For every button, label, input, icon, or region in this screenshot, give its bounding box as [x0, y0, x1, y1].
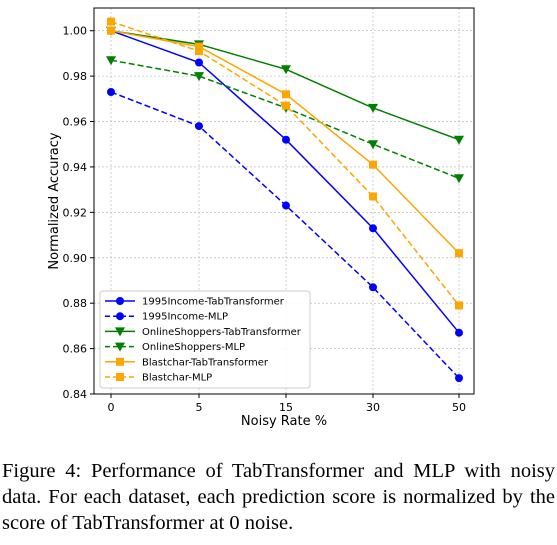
- data-point: [282, 101, 290, 110]
- series-line-2: [110, 29, 460, 141]
- legend-label: 1995Income-MLP: [142, 312, 228, 323]
- legend-label: Blastchar-TabTransformer: [142, 357, 269, 368]
- legend-label: Blastchar-MLP: [142, 373, 212, 384]
- data-point: [369, 192, 377, 201]
- data-point: [282, 201, 290, 210]
- y-tick-label: 0.88: [63, 297, 88, 310]
- y-tick-label: 0.90: [63, 252, 88, 265]
- y-axis-label: Normalized Accuracy: [47, 132, 62, 270]
- data-point: [281, 65, 291, 75]
- data-point: [369, 160, 377, 169]
- legend-label: OnlineShoppers-MLP: [142, 342, 245, 353]
- legend-marker: [115, 342, 125, 352]
- legend-label: 1995Income-TabTransformer: [142, 297, 285, 308]
- x-tick-label: 50: [452, 401, 466, 414]
- data-point: [194, 72, 204, 82]
- y-tick-label: 0.96: [63, 116, 88, 129]
- x-tick-label: 5: [196, 401, 203, 414]
- data-point: [106, 56, 116, 66]
- y-tick-label: 0.92: [63, 206, 88, 219]
- y-tick-label: 0.84: [63, 388, 88, 401]
- data-point: [455, 374, 463, 383]
- data-point: [369, 224, 377, 233]
- x-tick-label: 30: [366, 401, 380, 414]
- data-point: [107, 17, 115, 26]
- data-point: [454, 135, 464, 145]
- data-point: [195, 47, 203, 56]
- data-point: [195, 42, 203, 51]
- legend-marker: [115, 327, 125, 337]
- data-point: [195, 122, 203, 131]
- x-axis-label: Noisy Rate %: [241, 414, 327, 429]
- data-point: [369, 283, 377, 292]
- series-line-3: [110, 59, 460, 179]
- y-tick-label: 0.98: [63, 70, 88, 83]
- plot-frame: [93, 7, 475, 395]
- data-point: [455, 328, 463, 337]
- legend-marker: [116, 373, 124, 381]
- y-tick-label: 1.00: [63, 25, 88, 38]
- legend: 1995Income-TabTransformer 1995Income-MLP O…: [99, 290, 311, 389]
- data-point: [282, 135, 290, 144]
- figure-caption: Figure 4: Performance of TabTransformer …: [2, 460, 555, 534]
- data-point: [107, 88, 115, 97]
- legend-marker: [116, 312, 124, 321]
- y-axis-ticks: 0.84 0.86 0.88 0.90 0.92 0.94 0.96 0.98 1.00: [63, 25, 94, 401]
- data-point: [368, 140, 378, 150]
- x-tick-label: 0: [108, 401, 115, 414]
- data-point: [368, 103, 378, 113]
- data-point: [454, 174, 464, 184]
- legend-marker: [116, 297, 124, 305]
- data-point: [195, 58, 203, 67]
- data-point: [455, 301, 463, 310]
- y-tick-label: 0.86: [63, 343, 88, 356]
- data-point: [282, 90, 290, 99]
- x-axis-ticks: 0 5 15 30 50: [108, 394, 466, 414]
- legend-label: OnlineShoppers-TabTransformer: [142, 327, 302, 338]
- data-point: [455, 249, 463, 258]
- y-tick-label: 0.94: [63, 161, 88, 174]
- legend-marker: [116, 357, 124, 366]
- series-line-5: [110, 20, 460, 306]
- line-chart: 0.84 0.86 0.88 0.90 0.92 0.94 0.96 0.98 1.00 0 5 1…: [47, 7, 475, 429]
- data-point: [107, 26, 115, 35]
- legend-box: [99, 290, 311, 389]
- x-tick-label: 15: [279, 401, 293, 414]
- series-markers: [106, 17, 464, 383]
